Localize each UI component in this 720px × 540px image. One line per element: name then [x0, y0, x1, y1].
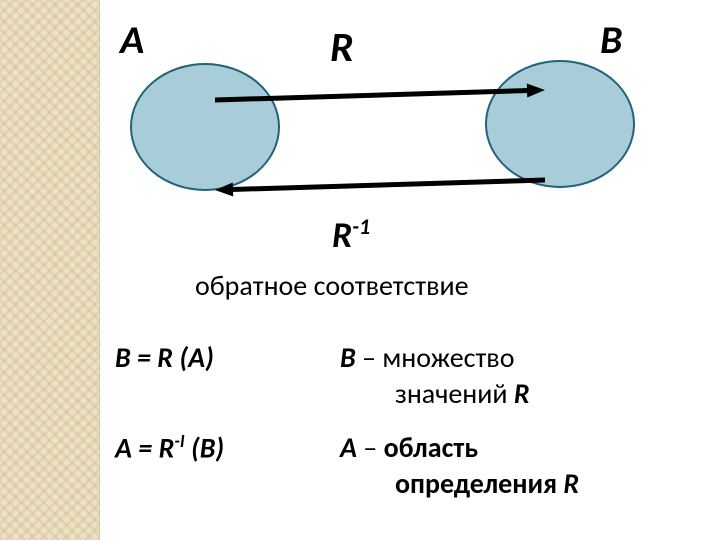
- relation-label-r-inverse: R-1: [332, 213, 370, 257]
- eq2-lhs: A = R-I (B): [115, 430, 315, 465]
- eq1-rhs-line1: множество: [382, 340, 514, 375]
- rinv-exp: -1: [352, 213, 370, 240]
- set-ellipse-a: [130, 63, 280, 191]
- decorative-sidebar: [0, 0, 100, 540]
- subtitle-text: обратное соответствие: [195, 268, 469, 303]
- slide-content: A B R R-1 обратное соответствие B = R (A…: [100, 0, 720, 540]
- set-ellipse-b: [485, 60, 635, 188]
- eq2-rhs-sep: –: [357, 430, 384, 465]
- eq1-tail-var: R: [514, 376, 530, 411]
- set-label-a: A: [120, 15, 144, 64]
- eq2-rhs-line1: область: [384, 430, 479, 465]
- eq1-rhs-var: B: [340, 340, 356, 375]
- eq2-rhs: A – область определения R: [340, 430, 579, 503]
- eq1-rhs: B – множество значений R: [340, 340, 530, 413]
- eq1-rhs-line2: значений: [395, 376, 508, 411]
- eq2-rhs-line2: определения: [395, 466, 557, 501]
- eq2-tail-var: R: [563, 466, 579, 501]
- rinv-base: R: [332, 213, 352, 257]
- relation-label-r: R: [330, 22, 354, 73]
- equation-row-2: A = R-I (B) A – область определения R: [115, 430, 579, 503]
- eq2-rhs-var: A: [340, 430, 357, 465]
- eq1-lhs: B = R (A): [115, 340, 315, 375]
- eq1-rhs-sep: –: [356, 340, 383, 375]
- eq2-lhs-exp: -I: [174, 430, 184, 452]
- eq2-lhs-var: A = R: [115, 430, 174, 465]
- set-label-b: B: [600, 15, 622, 64]
- equation-row-1: B = R (A) B – множество значений R: [115, 340, 530, 413]
- eq2-lhs-tail: (B): [185, 430, 224, 465]
